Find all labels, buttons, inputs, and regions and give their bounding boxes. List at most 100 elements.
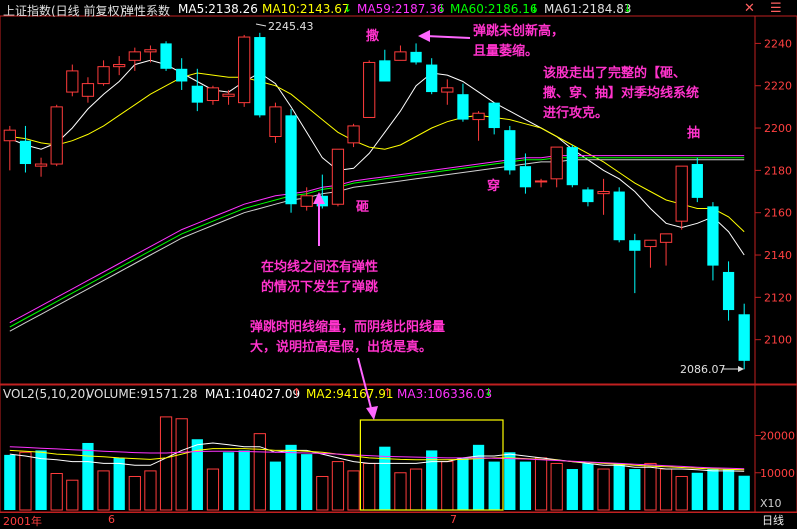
volume-readout: VOLUME:91571.28 [86, 387, 198, 401]
candle-down [160, 43, 172, 69]
volume-bar-up [128, 475, 141, 511]
candle-up [128, 51, 141, 61]
ma-line-ma61 [9, 159, 745, 332]
candle-down [519, 166, 532, 188]
candle-down [254, 37, 266, 116]
volume-bar-up [644, 462, 657, 511]
volume-bar-up [316, 475, 329, 511]
candle-down [629, 240, 641, 251]
price-panel-frame [0, 15, 797, 385]
volume-bar-up [394, 472, 407, 511]
volume-bar-up [175, 418, 188, 511]
volume-bar-down [582, 463, 594, 510]
volume-bar-up [675, 475, 688, 511]
volume-bar-down [488, 461, 500, 510]
candle-down [504, 130, 516, 171]
volume-bar-up [66, 479, 79, 511]
menu-icon[interactable]: ☰ [770, 1, 782, 16]
volume-bar-up [144, 470, 157, 511]
volume-bar-up [363, 462, 376, 511]
volume-bar-up [597, 468, 610, 511]
ma61-readout: MA61:2184.83 [544, 2, 632, 16]
price-tick-label: 2220 [764, 80, 792, 93]
volume-bar-down [426, 450, 438, 510]
note-new-high-line1: 弹跳未创新高， [473, 24, 565, 39]
volume-bar-down [629, 469, 641, 510]
note-volume-line1: 弹跳时阳线缩量，而阴线比阳线量 [250, 320, 446, 335]
volume-bar-down [504, 452, 516, 510]
volume-bar-down [566, 469, 578, 510]
volume-bar-up [534, 457, 548, 511]
candle-up [269, 106, 282, 138]
down-arrow-icon: ↓ [623, 2, 633, 15]
note-complete-line1: 该股走出了完整的【砸、 [543, 66, 687, 81]
price-tick-label: 2140 [764, 249, 792, 262]
candle-down [426, 64, 438, 93]
candle-down [691, 164, 703, 198]
arrow-rebound-head [313, 192, 325, 204]
volume-bar-up [550, 462, 563, 511]
candle-down [488, 102, 500, 129]
candle-down [285, 115, 297, 205]
volume-bar-down [707, 469, 719, 510]
volume-bar-down [722, 469, 735, 510]
note-complete-line3: 进行攻克。 [543, 106, 609, 121]
candle-down [707, 206, 719, 266]
candle-up [472, 112, 485, 121]
volume-bar-down [457, 457, 469, 510]
vol-ma2-readout: MA2:94167.91 [306, 387, 394, 401]
down-arrow-icon: ↓ [343, 2, 353, 15]
low-pointer-head [738, 366, 744, 372]
price-tick-label: 2240 [764, 37, 792, 50]
note-volume-line2: 大，说明拉高是假，出货是真。 [250, 340, 433, 355]
candle-down [613, 191, 625, 241]
candle-up [644, 239, 657, 248]
candle-up [550, 146, 563, 180]
candle-up [3, 129, 16, 142]
price-tick-label: 2120 [764, 291, 792, 304]
price-tick-label: 2180 [764, 164, 792, 177]
volume-bar-up [50, 473, 63, 511]
price-tick-label: 2100 [764, 334, 792, 347]
vol-ma1-readout: MA1:104027.09 [205, 387, 301, 401]
candle-up [206, 87, 220, 102]
up-arrow-icon: ↑ [292, 386, 302, 399]
arrow-volume-head [366, 406, 378, 420]
candle-up [66, 70, 79, 93]
volume-bar-down [113, 457, 125, 510]
note-rebound-line2: 的情况下发生了弹跳 [261, 280, 379, 295]
close-icon[interactable]: ✕ [744, 1, 755, 16]
volume-bar-down [238, 450, 250, 510]
arrow-volume [357, 357, 373, 413]
volume-bar-down [613, 463, 625, 510]
candle-down [19, 140, 32, 165]
vol-unit-label: X10 [760, 497, 782, 510]
volume-ma-line-ma2 [9, 448, 745, 471]
volume-bar-up [253, 433, 266, 511]
volume-bar-down [4, 454, 16, 510]
ma59-readout: MA59:2187.36 [357, 2, 445, 16]
candle-down [566, 147, 578, 186]
highlight-box [359, 419, 504, 511]
date-axis-bar [0, 512, 797, 529]
candle-up [534, 180, 548, 183]
date-month-6: 6 [108, 513, 115, 526]
volume-bar-down [738, 475, 750, 510]
candle-up [222, 93, 235, 97]
candle-up [331, 148, 345, 205]
candle-down [410, 51, 422, 63]
volume-bar-down [269, 461, 282, 510]
candle-down [457, 94, 469, 120]
volume-bar-down [285, 444, 297, 510]
candle-up [34, 163, 48, 167]
arrow-new-high [425, 35, 471, 39]
date-year: 2001年 [3, 515, 42, 528]
up-arrow-icon: ↑ [383, 386, 393, 399]
candle-up [675, 165, 688, 222]
period-daily[interactable]: 日线 [762, 514, 784, 527]
volume-bar-up [206, 468, 220, 511]
candle-up [50, 106, 63, 165]
ma60-readout: MA60:2186.16 [450, 2, 538, 16]
candle-up [113, 64, 126, 68]
candle-up [238, 36, 251, 104]
